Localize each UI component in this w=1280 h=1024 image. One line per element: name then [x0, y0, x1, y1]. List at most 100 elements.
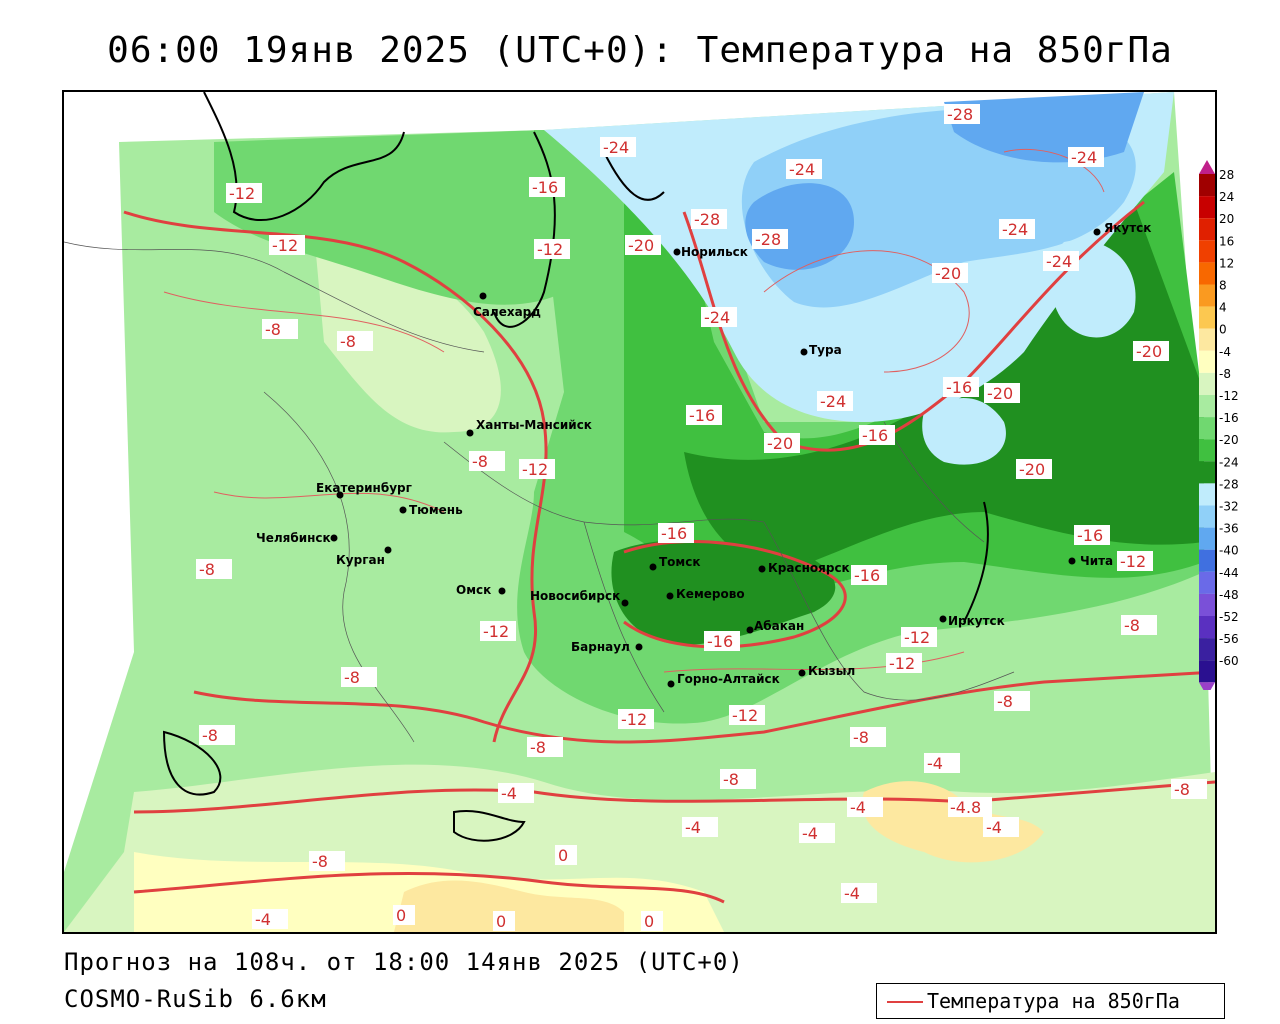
colorbar-tick-label: -48 — [1219, 588, 1239, 602]
city-dot — [384, 546, 392, 554]
temp-zone-minus24-east — [922, 398, 1006, 465]
contour-label: -4 — [501, 784, 517, 803]
temp-zone-minus32-ne — [944, 92, 1144, 163]
colorbar-tick-label: -44 — [1219, 566, 1239, 580]
city-label: Курган — [336, 553, 385, 567]
contour-label: -4 — [685, 818, 701, 837]
contour-label: -12 — [889, 654, 915, 673]
contour-label: 0 — [396, 906, 406, 925]
contour-label: -12 — [272, 236, 298, 255]
contour-label: -28 — [694, 210, 720, 229]
colorbar-swatch — [1199, 439, 1215, 462]
city-dot — [498, 587, 506, 595]
contour-label: -16 — [1077, 526, 1103, 545]
city-dot — [746, 626, 754, 634]
temp-zone-plus4 — [394, 880, 624, 932]
city-label: Тюмень — [409, 503, 463, 517]
colorbar-swatch — [1199, 638, 1215, 661]
colorbar: 28 24 20 16 12 8 4 0 -4 -8 -12 -16 -20 -24 -28 -32 -36 -4… — [1199, 160, 1239, 690]
colorbar-swatch — [1199, 461, 1215, 484]
city-label: Чита — [1080, 554, 1113, 568]
contour-label: -28 — [947, 105, 973, 124]
city-dot — [798, 669, 806, 677]
city-label: Ханты-Мансийск — [476, 418, 592, 432]
city-label: Красноярск — [768, 561, 850, 575]
city-label: Челябинск — [256, 531, 331, 545]
colorbar-swatch — [1199, 218, 1215, 241]
city-dot — [635, 643, 643, 651]
contour-label: -24 — [704, 308, 730, 327]
contour-label: -12 — [904, 628, 930, 647]
contour-label: -20 — [987, 384, 1013, 403]
colorbar-swatch — [1199, 660, 1215, 683]
city-label: Барнаул — [571, 640, 630, 654]
contour-label: -24 — [820, 392, 846, 411]
colorbar-tick-label: -24 — [1219, 455, 1239, 469]
city-dot — [1068, 557, 1076, 565]
colorbar-bottom-arrow — [1199, 682, 1215, 690]
contour-label: -24 — [789, 160, 815, 179]
colorbar-swatch — [1199, 306, 1215, 329]
coastlines — [162, 92, 989, 842]
contour-label: -24 — [603, 138, 629, 157]
colorbar-swatch — [1199, 571, 1215, 594]
temp-zone-minus20-center — [611, 540, 836, 645]
colorbar-tick-label: -32 — [1219, 500, 1239, 514]
city-dot — [800, 348, 808, 356]
colorbar-tick-label: -4 — [1219, 345, 1231, 359]
colorbar-swatch — [1199, 527, 1215, 550]
contour-label: -4 — [927, 754, 943, 773]
colorbar-swatch — [1199, 350, 1215, 373]
contour-label: -8 — [997, 692, 1013, 711]
colorbar-tick-label: -16 — [1219, 411, 1239, 425]
contour-label: -8 — [853, 728, 869, 747]
city-label: Екатеринбург — [316, 481, 412, 495]
contour-label: -8 — [1174, 780, 1190, 799]
colorbar-swatch — [1199, 240, 1215, 263]
legend-line-swatch — [887, 1001, 923, 1003]
contour-label: -4 — [986, 818, 1002, 837]
colorbar-swatch — [1199, 284, 1215, 307]
city-dot — [336, 491, 344, 499]
colorbar-swatch — [1199, 174, 1215, 197]
colorbar-swatch — [1199, 262, 1215, 285]
colorbar-swatch — [1199, 593, 1215, 616]
colorbar-tick-label: -36 — [1219, 522, 1239, 536]
contour-label: -24 — [1046, 252, 1072, 271]
isotherms-thin — [163, 148, 1105, 673]
contour-label: -8 — [202, 726, 218, 745]
contour-label: 0 — [496, 912, 506, 931]
map-canvas: Норильск Якутск Салехард Тура Ханты-Манс… — [64, 92, 1215, 932]
colorbar-tick-label: 8 — [1219, 279, 1227, 293]
colorbar-swatch — [1199, 483, 1215, 506]
contour-label: -12 — [522, 460, 548, 479]
colorbar-swatch — [1199, 328, 1215, 351]
contour-label: -20 — [628, 236, 654, 255]
city-label: Новосибирск — [530, 589, 620, 603]
colorbar-tick-label: 20 — [1219, 212, 1234, 226]
temp-zone-light-nw — [314, 232, 501, 433]
contour-label: -28 — [755, 230, 781, 249]
temp-zone-warm-mountains — [862, 781, 1044, 863]
contour-label: -8 — [312, 852, 328, 871]
contour-label: -20 — [767, 434, 793, 453]
contour-label: -4 — [802, 824, 818, 843]
legend-label: Температура на 850гПа — [927, 989, 1180, 1013]
colorbar-top-arrow — [1199, 160, 1215, 174]
contour-label: -8 — [472, 452, 488, 471]
city-dot — [399, 506, 407, 514]
colorbar-tick-label: -56 — [1219, 632, 1239, 646]
contour-label: -4 — [255, 910, 271, 929]
temperature-map: Норильск Якутск Салехард Тура Ханты-Манс… — [62, 90, 1217, 934]
contour-label: -4 — [844, 884, 860, 903]
temp-zone-minus12-west — [214, 130, 564, 305]
contour-label: -16 — [862, 426, 888, 445]
city-dot — [758, 565, 766, 573]
contour-label: -20 — [1019, 460, 1045, 479]
colorbar-swatch — [1199, 549, 1215, 572]
contour-label: -16 — [707, 632, 733, 651]
contour-label: -12 — [732, 706, 758, 725]
colorbar-tick-label: -40 — [1219, 544, 1239, 558]
contour-label: -16 — [946, 378, 972, 397]
forecast-info: Прогноз на 108ч. от 18:00 14янв 2025 (UT… — [64, 948, 744, 976]
